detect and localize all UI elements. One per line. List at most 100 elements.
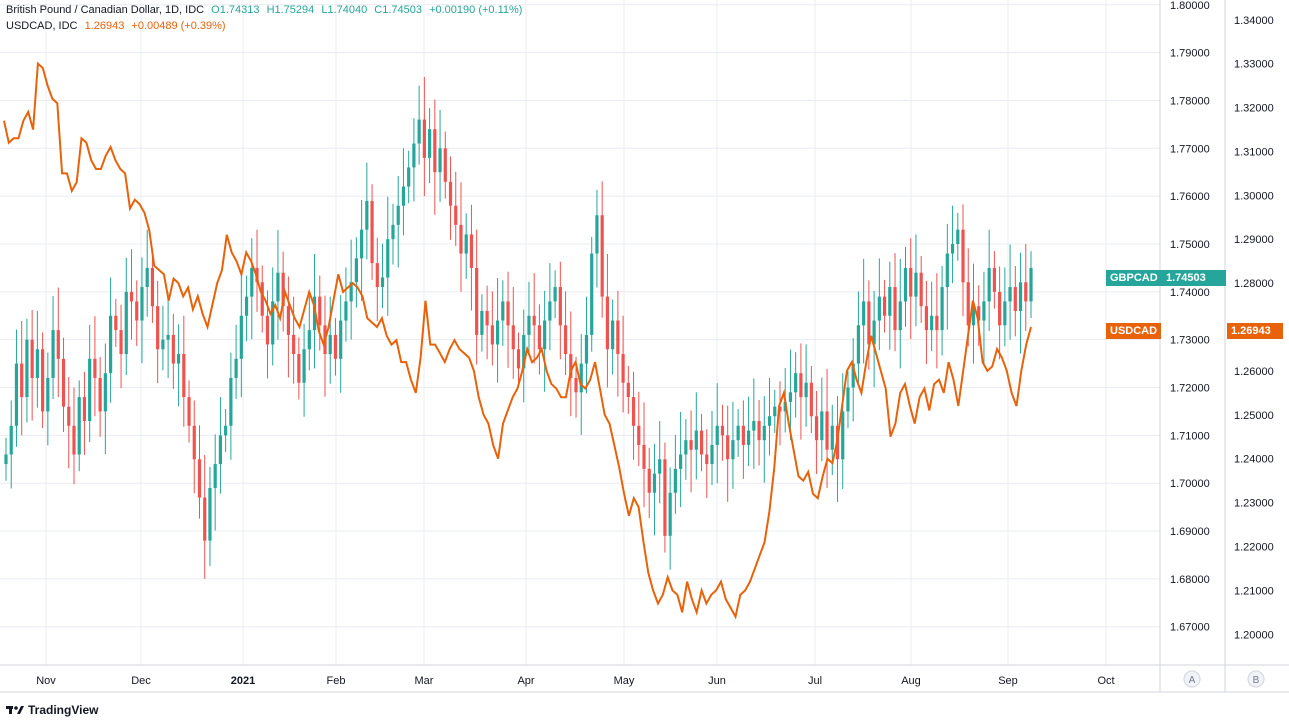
candle <box>898 258 902 369</box>
candle-body <box>407 167 411 187</box>
candle-body <box>244 296 249 316</box>
candle <box>998 266 1002 360</box>
candle-body <box>626 382 630 398</box>
right-price-tick: 1.29000 <box>1234 234 1274 246</box>
gbpcad-candles <box>4 77 1033 579</box>
candle <box>370 184 374 280</box>
candle <box>820 377 824 462</box>
candle-body <box>924 306 929 331</box>
candle-body <box>213 464 217 488</box>
candle <box>490 291 494 366</box>
candle <box>872 290 876 388</box>
scale-b-button[interactable]: B <box>1247 670 1265 688</box>
candle <box>20 321 24 436</box>
candle <box>909 238 913 340</box>
candle-body <box>710 444 714 465</box>
candle <box>417 85 421 165</box>
candle-body <box>192 425 196 460</box>
candle <box>61 337 66 433</box>
candle <box>924 280 929 365</box>
candle-body <box>124 291 128 355</box>
candle <box>396 176 400 268</box>
candle <box>637 391 641 466</box>
candle-body <box>302 349 306 383</box>
candle <box>77 380 81 472</box>
left-price-tick: 1.70000 <box>1170 478 1210 490</box>
candle-body <box>4 454 8 465</box>
candle-body <box>129 291 134 302</box>
tradingview-logo[interactable]: TradingView <box>6 703 98 717</box>
candle <box>992 251 996 309</box>
candle <box>349 239 353 340</box>
right-price-tick: 1.31000 <box>1234 146 1274 158</box>
legend-secondary-change: +0.00489 (+0.39%) <box>131 20 226 32</box>
candle-body <box>747 430 751 445</box>
candle-body <box>637 425 641 445</box>
candle-body <box>20 363 24 398</box>
candle <box>1018 252 1023 354</box>
x-tick-label: 2021 <box>231 675 255 687</box>
candle-body <box>297 354 301 383</box>
candle <box>438 110 442 202</box>
candle-body <box>360 229 364 259</box>
candle <box>156 280 160 384</box>
left-price-tick: 1.79000 <box>1170 48 1210 60</box>
candle <box>621 315 625 413</box>
candle <box>867 280 871 370</box>
candle-body <box>427 129 432 158</box>
candle-body <box>422 119 426 158</box>
candle <box>537 304 542 375</box>
candle <box>971 263 976 364</box>
candle-body <box>1018 282 1023 311</box>
candle-body <box>537 325 542 350</box>
candle <box>741 400 745 479</box>
left-price-tick: 1.77000 <box>1170 143 1210 155</box>
legend-gbpcad: British Pound / Canadian Dollar, 1D, IDC… <box>6 4 526 16</box>
candle-body <box>156 306 160 350</box>
candle-body <box>490 325 494 345</box>
candle <box>522 309 526 403</box>
candle-body <box>814 416 819 441</box>
candle <box>250 238 254 340</box>
candle <box>391 203 395 265</box>
candle-body <box>663 459 667 536</box>
candle-body <box>898 301 902 331</box>
candle-body <box>292 334 296 355</box>
candle <box>292 296 296 384</box>
candle <box>736 409 740 457</box>
candle-body <box>694 430 698 450</box>
candle-body <box>987 267 991 302</box>
candle-body <box>998 291 1002 326</box>
candle <box>448 156 453 240</box>
candle <box>244 275 249 342</box>
right-price-tick: 1.32000 <box>1234 103 1274 115</box>
candle-body <box>532 315 536 326</box>
candle <box>41 332 45 429</box>
candle-body <box>548 301 552 321</box>
candle <box>192 400 196 494</box>
legend-secondary-value: 1.26943 <box>84 20 125 32</box>
candle-body <box>820 411 824 441</box>
candle <box>239 273 243 398</box>
candle-body <box>658 459 662 474</box>
candle-body <box>767 416 772 426</box>
candle-body <box>495 320 500 345</box>
candle-body <box>72 425 76 455</box>
legend-change: +0.00190 (+0.11%) <box>429 4 523 16</box>
candle <box>569 311 573 417</box>
scale-a-button[interactable]: A <box>1183 670 1201 688</box>
usdcad-price-tag: 1.26943 <box>1227 323 1283 339</box>
candle <box>804 344 808 427</box>
candle <box>501 280 505 346</box>
candle-body <box>522 334 526 369</box>
candle-body <box>46 377 50 412</box>
candle-body <box>689 440 693 450</box>
candle <box>218 397 223 494</box>
candle-body <box>93 358 97 378</box>
candle-body <box>1003 301 1007 326</box>
candle <box>276 230 280 340</box>
candle <box>72 387 76 485</box>
candle <box>548 263 552 351</box>
candle <box>773 389 777 433</box>
